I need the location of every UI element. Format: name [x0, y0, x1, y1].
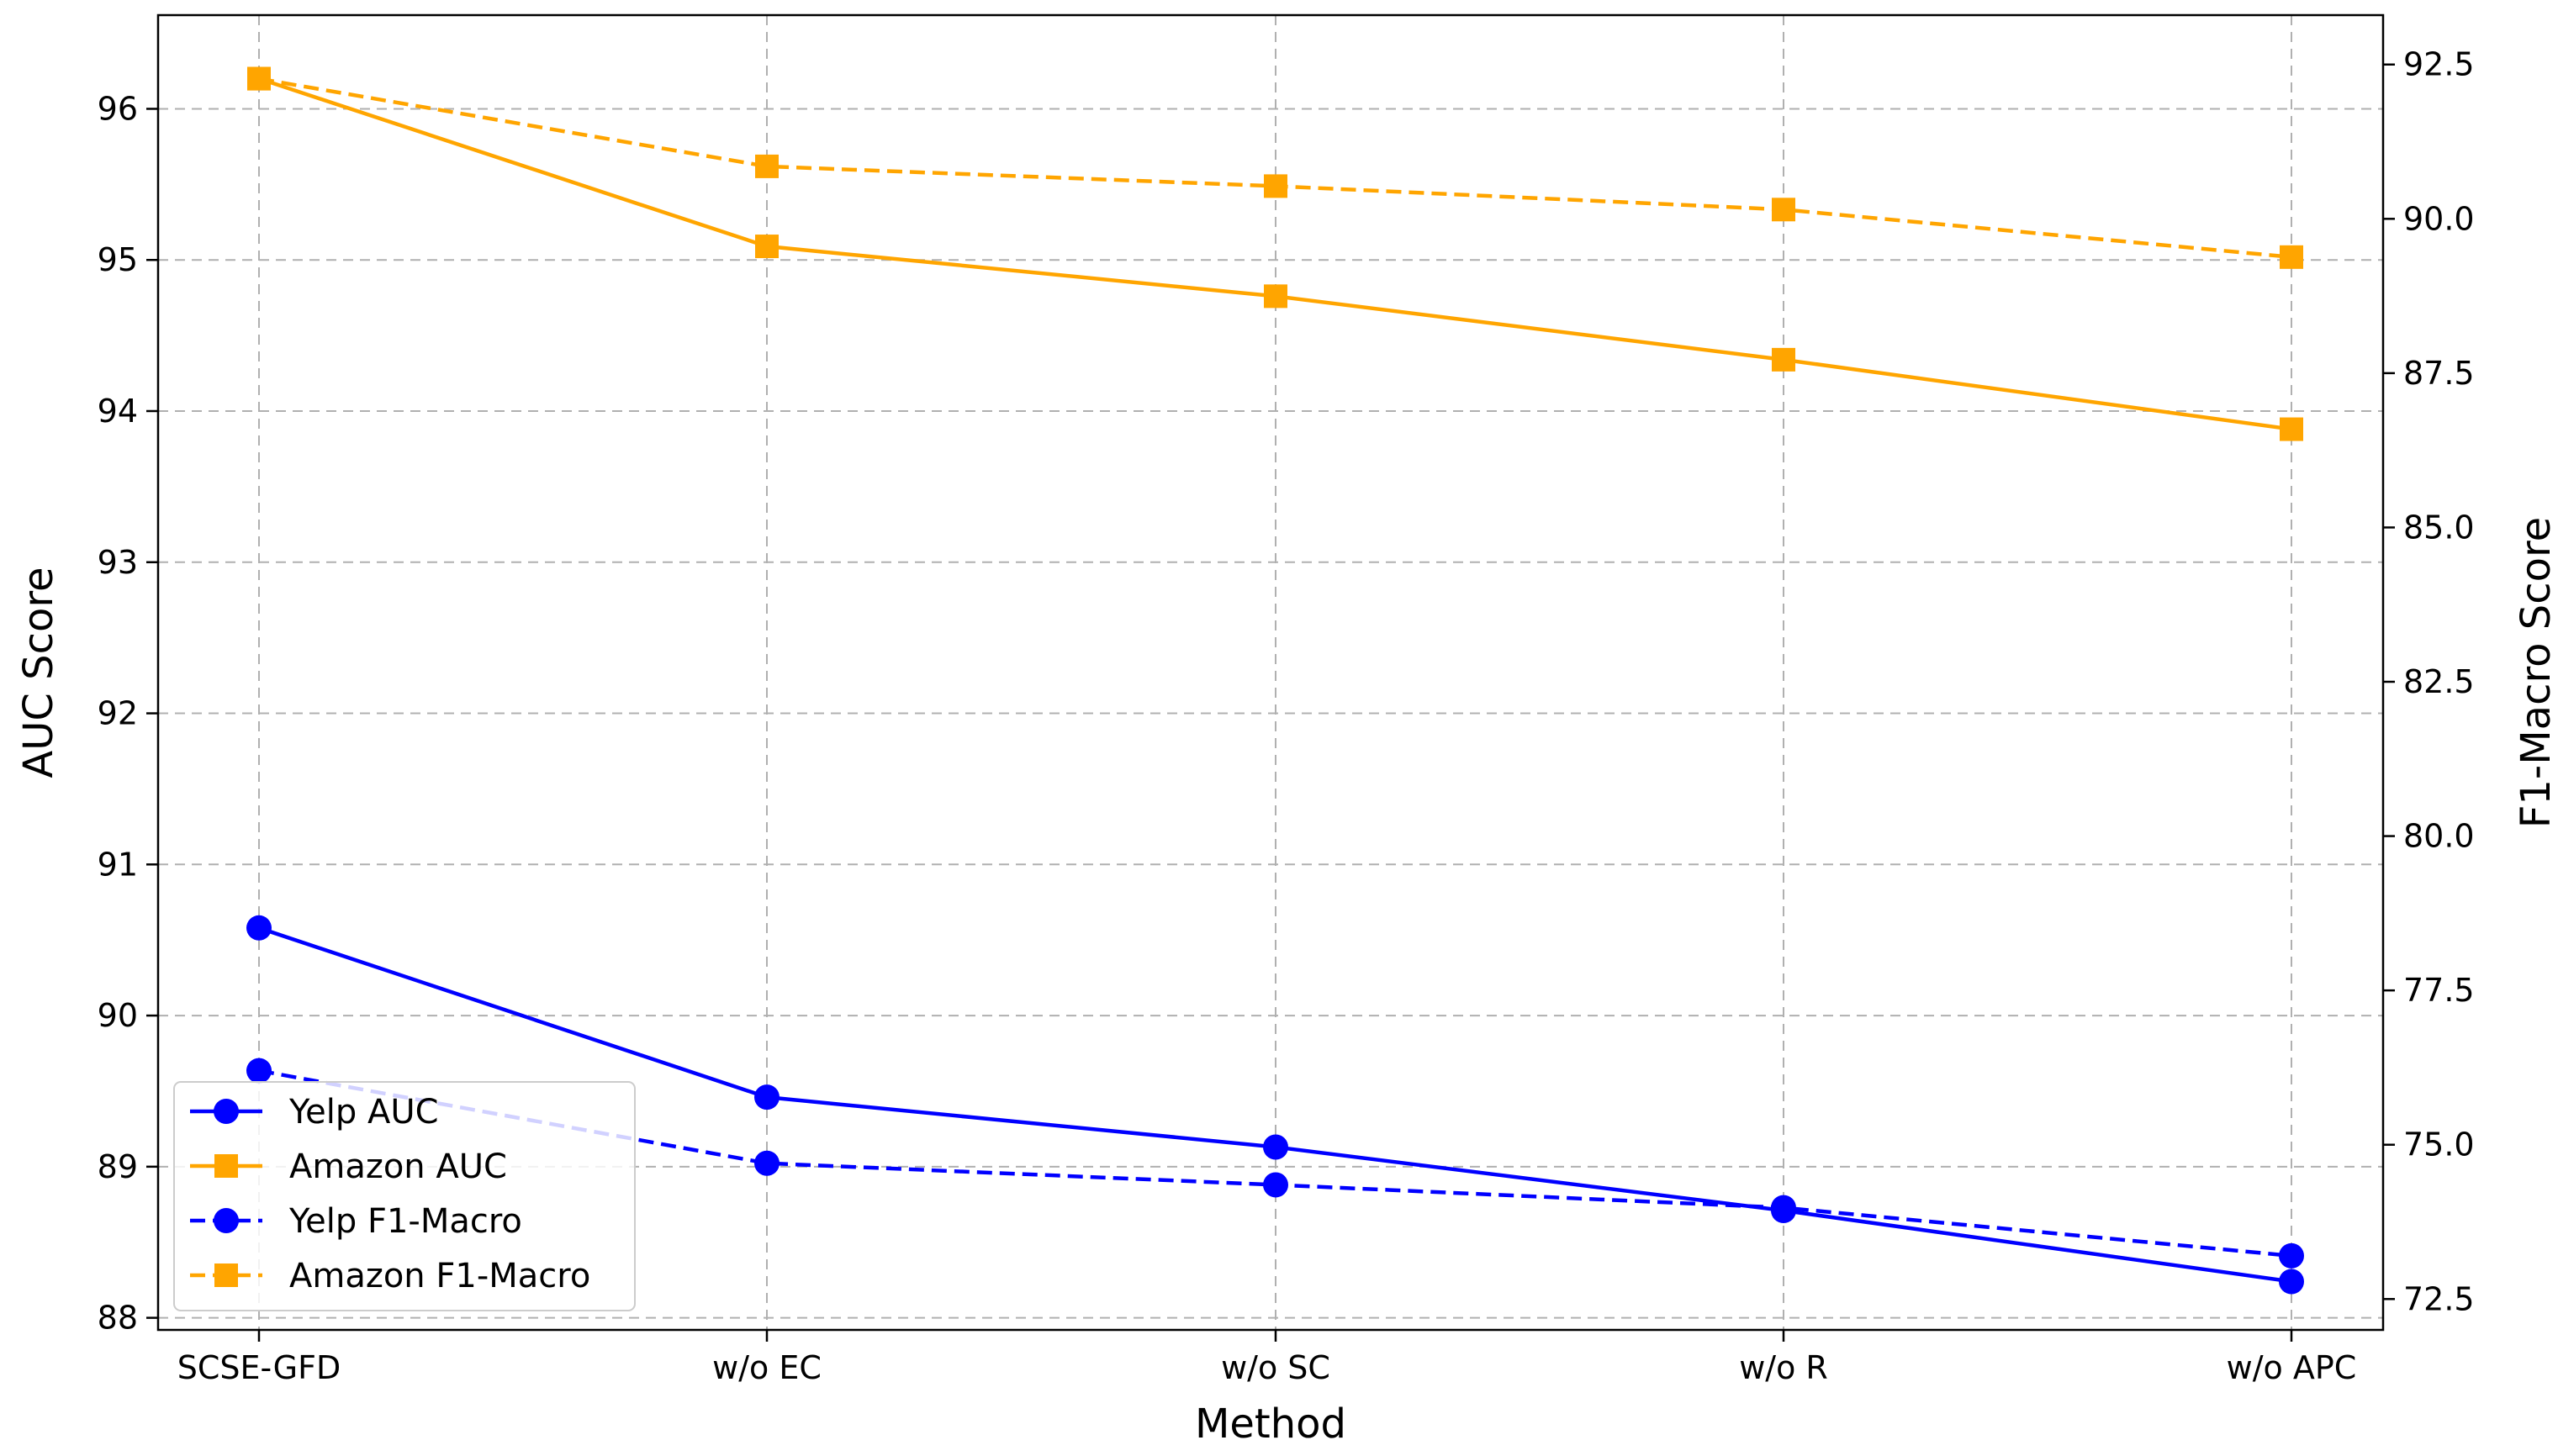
data-point: [1772, 198, 1795, 222]
y-left-tick-label: 94: [98, 393, 138, 430]
data-point: [246, 915, 272, 941]
data-point: [755, 154, 779, 178]
y-right-tick-label: 77.5: [2403, 972, 2475, 1009]
data-point: [1264, 174, 1287, 198]
x-tick-label: w/o APC: [2227, 1349, 2357, 1386]
y-right-tick-label: 90.0: [2403, 200, 2475, 237]
x-axis-label: Method: [1195, 1401, 1346, 1448]
data-point: [246, 1058, 272, 1084]
series-yelp-auc: [246, 915, 2304, 1295]
x-tick-label: w/o R: [1739, 1349, 1828, 1386]
y-left-tick-label: 91: [98, 846, 138, 883]
data-point: [1772, 347, 1795, 372]
data-point: [1263, 1134, 1288, 1160]
y-right-tick-label: 75.0: [2403, 1126, 2475, 1163]
plot-frame: [156, 13, 2385, 1332]
legend-item: Yelp F1-Macro: [190, 1202, 522, 1241]
legend-marker: [214, 1154, 238, 1178]
legend: Yelp AUC Amazon AUC Yelp F1-Macro Amazon F1…: [173, 1081, 636, 1311]
series-amazon-auc: [247, 66, 2303, 441]
data-point: [2280, 245, 2303, 269]
x-tick-label: w/o EC: [712, 1349, 822, 1386]
data-point: [1264, 284, 1287, 309]
y-left-tick-label: 89: [98, 1148, 138, 1185]
legend-label: Amazon F1-Macro: [289, 1257, 590, 1295]
legend-item: Amazon F1-Macro: [190, 1257, 590, 1295]
series-layer: [246, 66, 2304, 1295]
data-point: [2279, 1242, 2304, 1269]
y-left-tick-label: 96: [98, 90, 138, 127]
x-tick-label: w/o SC: [1221, 1349, 1330, 1386]
y-right-tick-label: 80.0: [2403, 818, 2475, 855]
data-point: [2280, 417, 2303, 441]
y-right-tick-label: 85.0: [2403, 509, 2475, 546]
legend-item: Amazon AUC: [190, 1147, 507, 1186]
legend-marker: [214, 1099, 239, 1124]
legend-label: Yelp F1-Macro: [288, 1202, 522, 1241]
y-left-tick-label: 93: [98, 544, 138, 581]
y-left-tick-label: 95: [98, 241, 138, 278]
data-point: [755, 235, 779, 259]
y-right-tick-label: 82.5: [2403, 663, 2475, 700]
data-point: [754, 1084, 780, 1110]
data-point: [2279, 1269, 2304, 1295]
grid: [158, 15, 2383, 1330]
y-axis-label-left: AUC Score: [15, 567, 62, 778]
data-point: [1771, 1197, 1796, 1223]
legend-marker: [214, 1208, 239, 1233]
legend-frame: [173, 1081, 636, 1311]
legend-label: Amazon AUC: [289, 1147, 507, 1186]
data-point: [754, 1150, 780, 1176]
y-right-tick-label: 92.5: [2403, 46, 2475, 83]
y-right-tick-label: 72.5: [2403, 1280, 2475, 1317]
y-right-tick-label: 87.5: [2403, 355, 2475, 392]
x-tick-label: SCSE-GFD: [177, 1349, 341, 1386]
y-axis-label-right: F1-Macro Score: [2513, 517, 2558, 828]
y-left-tick-label: 92: [98, 695, 138, 732]
data-point: [1263, 1172, 1288, 1198]
ticks: SCSE-GFD w/o EC w/o SC w/o R w/o APC 88 89 90 91…: [98, 46, 2475, 1386]
y-left-tick-label: 88: [98, 1300, 138, 1337]
legend-marker: [214, 1263, 238, 1287]
legend-label: Yelp AUC: [288, 1093, 439, 1132]
data-point: [247, 66, 271, 91]
legend-item: Yelp AUC: [190, 1093, 439, 1132]
y-left-tick-label: 90: [98, 997, 138, 1034]
